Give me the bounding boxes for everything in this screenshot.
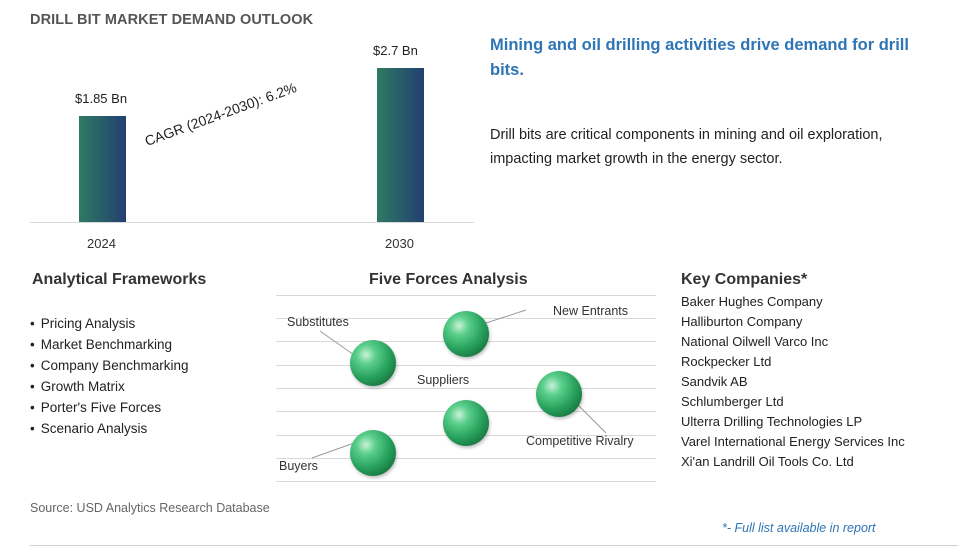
bar-chart: $1.85 Bn $2.7 Bn 2024 2030 CAGR (2024-20… [0, 0, 480, 260]
analytical-frameworks-list: Pricing Analysis Market Benchmarking Com… [30, 313, 189, 439]
bar-value-label-2024: $1.85 Bn [75, 91, 128, 106]
list-item: Company Benchmarking [30, 355, 189, 376]
bar-value-label-2030: $2.7 Bn [373, 43, 418, 58]
five-forces-grid [276, 295, 656, 482]
substitutes-sphere-icon [350, 340, 396, 386]
cagr-annotation: CAGR (2024-2030): 6.2% [142, 79, 299, 149]
competitive-rivalry-sphere-icon [536, 371, 582, 417]
chart-baseline [30, 222, 474, 223]
list-item: Sandvik AB [681, 374, 748, 389]
buyers-sphere-icon [350, 430, 396, 476]
force-label-buyers: Buyers [279, 459, 318, 473]
description: Drill bits are critical components in mi… [490, 127, 883, 167]
list-item: National Oilwell Varco Inc [681, 334, 829, 349]
list-item: Market Benchmarking [30, 334, 189, 355]
force-label-substitutes: Substitutes [287, 315, 349, 329]
footnote: *- Full list available in report [722, 521, 876, 535]
headline: Mining and oil drilling activities drive… [490, 36, 909, 79]
bar-2030 [376, 68, 424, 222]
suppliers-sphere-icon [443, 400, 489, 446]
x-tick-label-2024: 2024 [87, 236, 116, 251]
page-title: DRILL BIT MARKET DEMAND OUTLOOK [30, 12, 314, 28]
list-item: Schlumberger Ltd [681, 394, 784, 409]
new-entrants-sphere-icon [443, 311, 489, 357]
list-item: Growth Matrix [30, 376, 189, 397]
list-item: Xi'an Landrill Oil Tools Co. Ltd [681, 454, 854, 469]
list-item: Varel International Energy Services Inc [681, 434, 905, 449]
list-item: Pricing Analysis [30, 313, 189, 334]
analytical-frameworks-title: Analytical Frameworks [32, 271, 207, 288]
source-note: Source: USD Analytics Research Database [30, 501, 270, 515]
bottom-divider [30, 545, 958, 546]
five-forces-diagram: Substitutes New Entrants Suppliers Compe… [276, 295, 656, 485]
bar-2024 [78, 116, 126, 222]
force-label-suppliers: Suppliers [417, 373, 470, 387]
force-label-competitive-rivalry: Competitive Rivalry [526, 434, 634, 448]
key-companies-list: Baker Hughes Company Halliburton Company… [681, 292, 905, 472]
key-companies-title: Key Companies* [681, 271, 808, 288]
x-tick-label-2030: 2030 [385, 236, 414, 251]
list-item: Porter's Five Forces [30, 397, 189, 418]
list-item: Scenario Analysis [30, 418, 189, 439]
force-label-new-entrants: New Entrants [553, 304, 629, 318]
five-forces-title: Five Forces Analysis [369, 271, 528, 288]
list-item: Ulterra Drilling Technologies LP [681, 414, 863, 429]
list-item: Halliburton Company [681, 314, 803, 329]
list-item: Rockpecker Ltd [681, 354, 772, 369]
list-item: Baker Hughes Company [681, 294, 823, 309]
